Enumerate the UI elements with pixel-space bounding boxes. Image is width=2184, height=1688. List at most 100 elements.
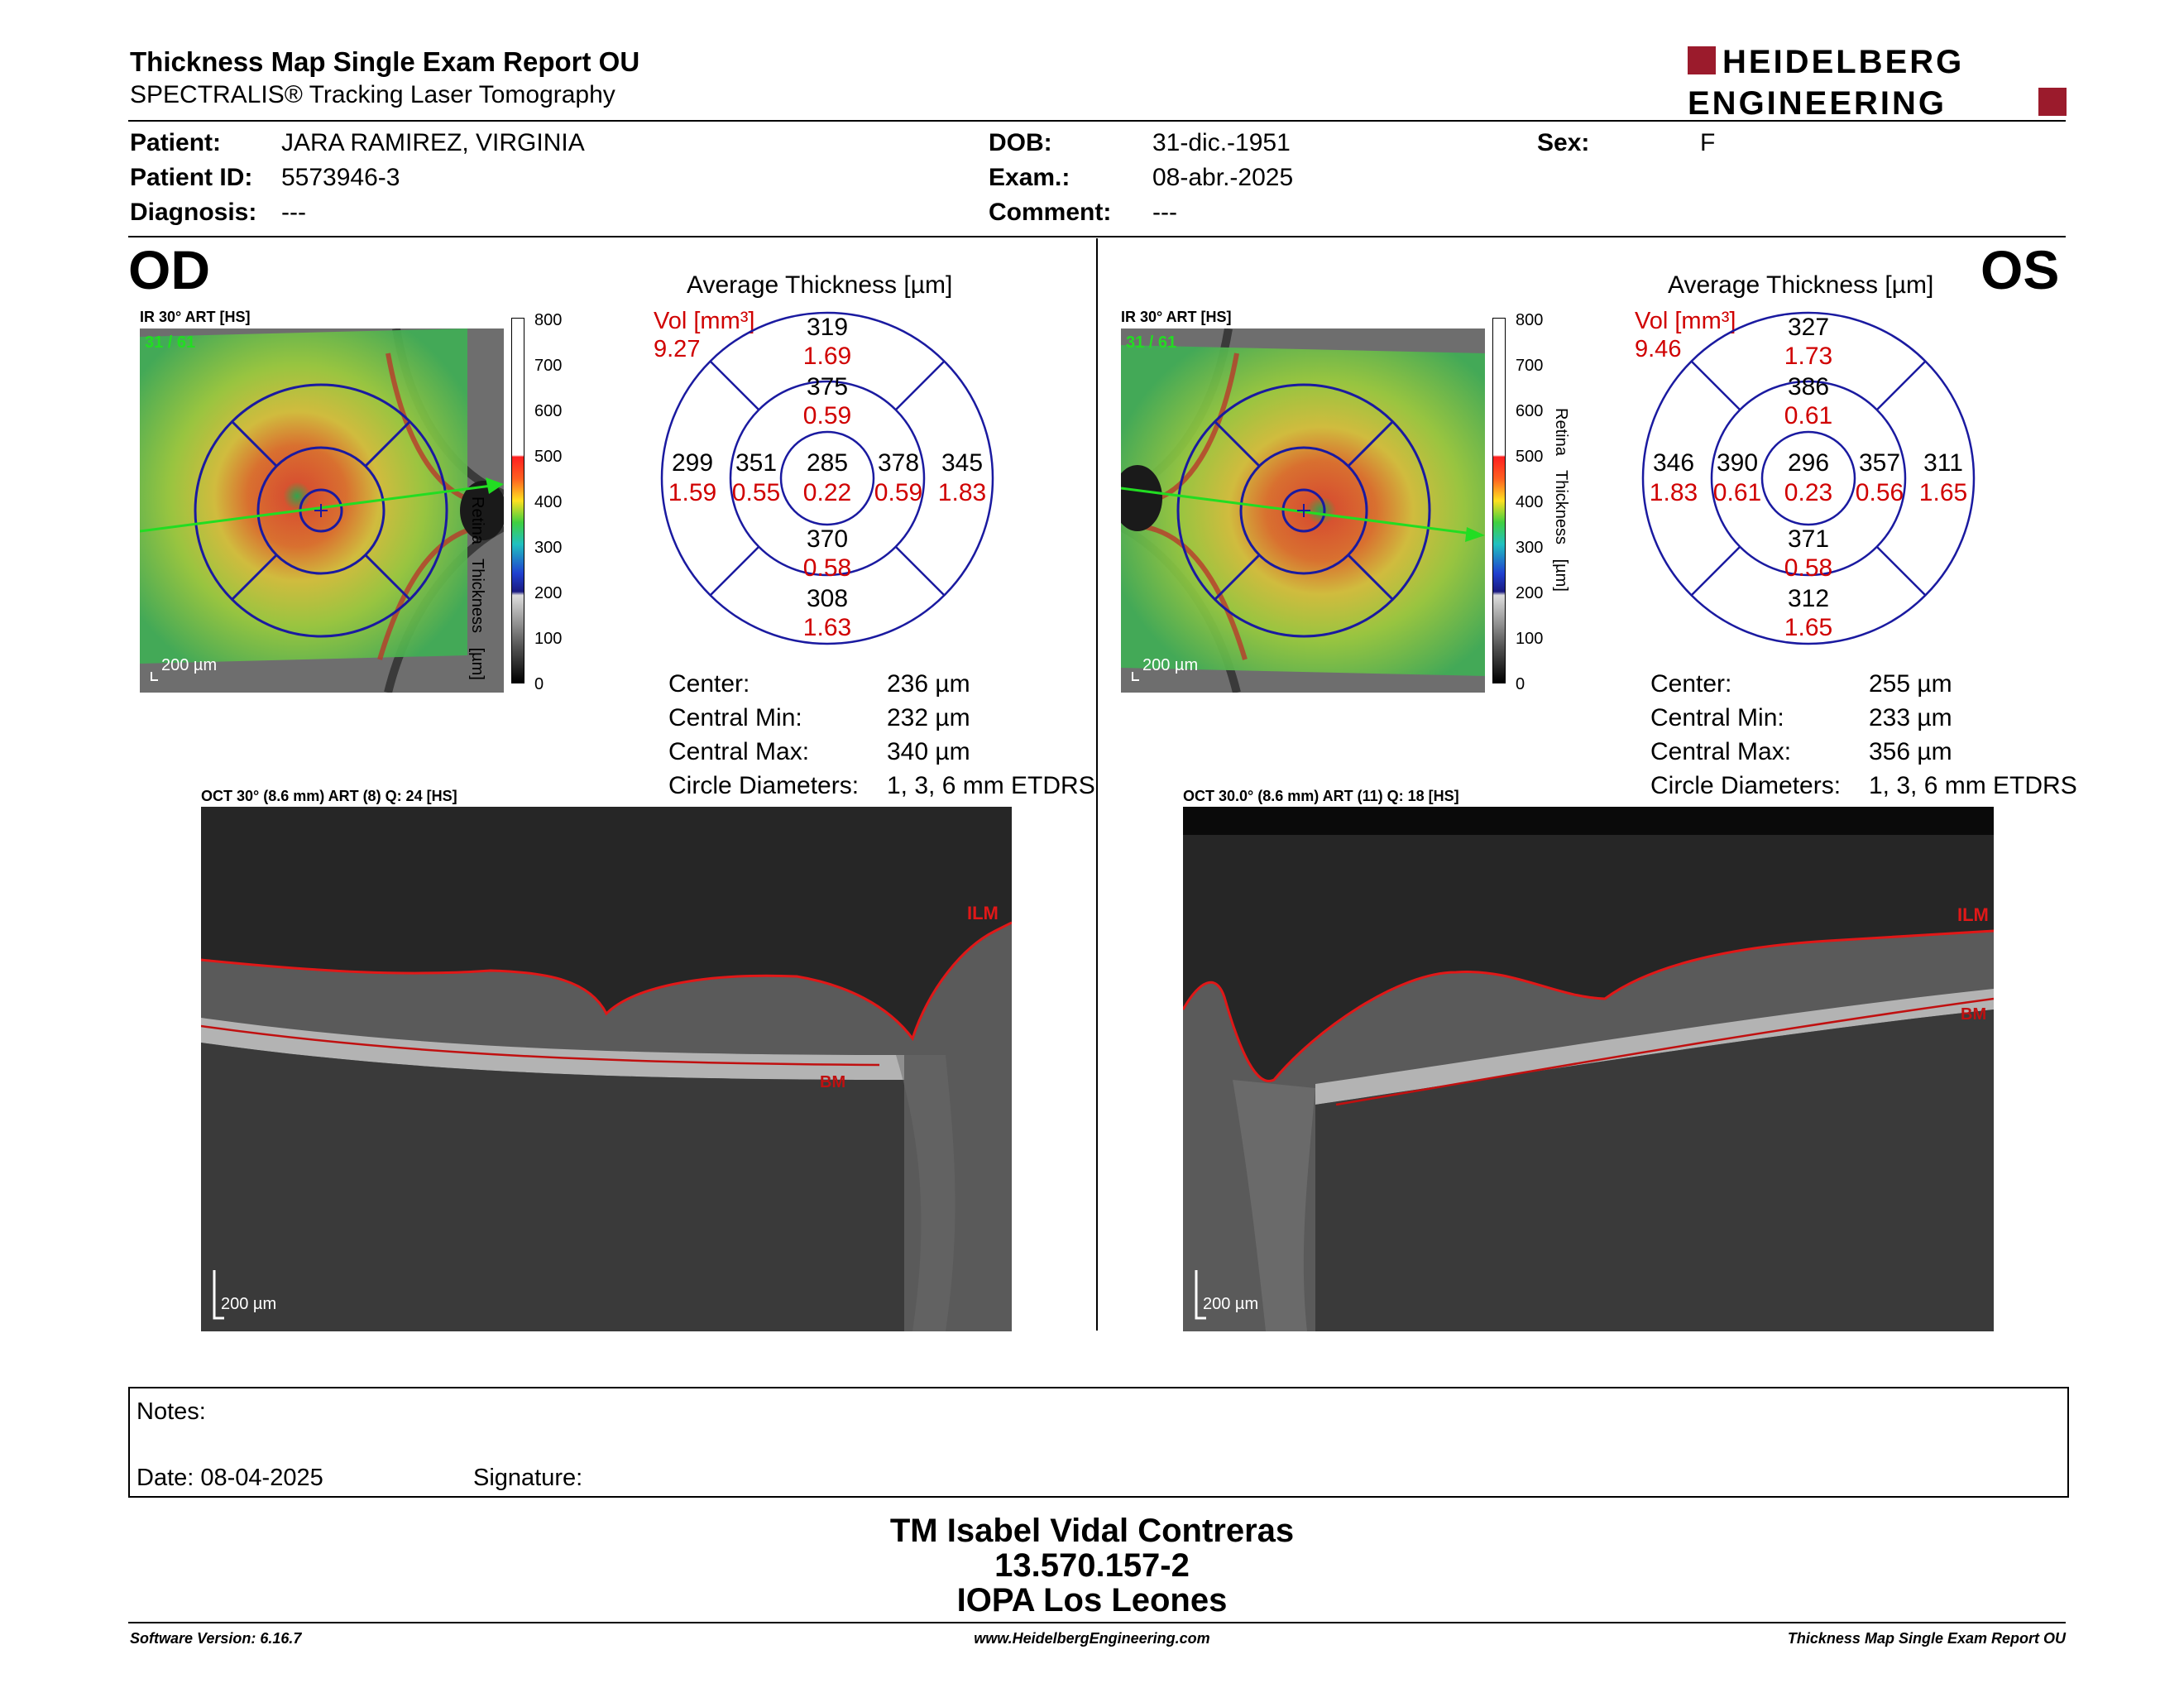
os-inner-sup-t: 386 <box>1787 373 1830 400</box>
os-oct-caption: OCT 30.0° (8.6 mm) ART (11) Q: 18 [HS] <box>1183 788 1459 804</box>
os-colorbar <box>1492 318 1506 683</box>
report-subtitle: SPECTRALIS® Tracking Laser Tomography <box>130 81 615 108</box>
od-center-t: 285 <box>806 449 849 477</box>
svg-text:ENGINEERING: ENGINEERING <box>1688 85 1947 119</box>
od-stat-max-value: 340 µm <box>887 738 970 765</box>
od-outer-right-t: 345 <box>941 449 984 477</box>
os-stat-min-value: 233 µm <box>1869 704 1952 731</box>
os-inner-left-v: 0.61 <box>1712 479 1762 506</box>
patient-id-label: Patient ID: <box>130 164 253 191</box>
os-colorbar-label: Retina Thickness [µm] <box>1552 408 1570 592</box>
od-inner-left-t: 351 <box>735 449 778 477</box>
od-oct-image: ILM BM 200 µm <box>201 807 1012 1331</box>
footer-divider <box>128 1622 2066 1623</box>
os-inner-left-t: 390 <box>1716 449 1759 477</box>
diagnosis-label: Diagnosis: <box>130 199 257 226</box>
od-outer-sup-v: 1.69 <box>802 343 852 370</box>
od-inner-inf-t: 370 <box>806 525 849 553</box>
comment-value: --- <box>1152 199 1177 226</box>
signatory-id: 13.570.157-2 <box>994 1547 1190 1584</box>
od-inner-sup-t: 375 <box>806 373 849 400</box>
header-divider <box>128 120 2066 122</box>
os-oct-bm-label: BM <box>1961 1005 1987 1024</box>
os-grid-values: 327 1.73 386 0.61 296 0.23 390 0.61 357 … <box>1639 309 1978 648</box>
os-stat-min-label: Central Min: <box>1650 704 1784 731</box>
od-outer-right-v: 1.83 <box>937 479 987 506</box>
od-oct-caption: OCT 30° (8.6 mm) ART (8) Q: 24 [HS] <box>201 788 457 804</box>
od-avg-title: Average Thickness [µm] <box>687 271 953 299</box>
sex-value: F <box>1700 129 1716 156</box>
od-oct-scale: 200 µm <box>221 1295 277 1313</box>
signatory-name: TM Isabel Vidal Contreras <box>889 1513 1295 1549</box>
od-outer-left-t: 299 <box>671 449 714 477</box>
os-inner-right-t: 357 <box>1858 449 1901 477</box>
signature-label: Signature: <box>473 1465 583 1491</box>
patient-name: JARA RAMIREZ, VIRGINIA <box>281 129 585 156</box>
report-title: Thickness Map Single Exam Report OU <box>130 46 640 77</box>
od-outer-inf-t: 308 <box>806 585 849 612</box>
patient-id: 5573946-3 <box>281 164 400 191</box>
os-oct-ilm-label: ILM <box>1957 904 1989 925</box>
od-stat-max-label: Central Max: <box>668 738 810 765</box>
od-vol-value: 9.27 <box>654 336 701 362</box>
od-stat-diam-value: 1, 3, 6 mm ETDRS <box>887 772 1095 799</box>
dob-label: DOB: <box>989 129 1052 156</box>
info-divider <box>128 236 2066 237</box>
od-colorbar-label: Retina Thickness [µm] <box>468 496 486 680</box>
od-inner-inf-v: 0.58 <box>802 554 852 582</box>
eye-divider <box>1096 238 1098 1331</box>
os-center-t: 296 <box>1787 449 1830 477</box>
os-stat-max-value: 356 µm <box>1869 738 1952 765</box>
os-center-v: 0.23 <box>1784 479 1833 506</box>
patient-label: Patient: <box>130 129 222 156</box>
os-fundus-image: 31 / 61 200 µm <box>1121 328 1485 693</box>
od-vol-label: Vol [mm³] <box>654 308 755 334</box>
notes-box: Notes: Date: 08-04-2025 Signature: <box>128 1387 2069 1498</box>
eye-label-os: OS <box>1980 239 2060 300</box>
os-vol-value: 9.46 <box>1635 336 1682 362</box>
os-avg-title: Average Thickness [µm] <box>1668 271 1934 299</box>
od-outer-inf-v: 1.63 <box>802 614 852 641</box>
os-outer-left-t: 346 <box>1652 449 1695 477</box>
os-stat-diam-value: 1, 3, 6 mm ETDRS <box>1869 772 2077 799</box>
od-colorbar <box>511 318 524 683</box>
od-outer-left-v: 1.59 <box>668 479 717 506</box>
os-outer-left-v: 1.83 <box>1649 479 1698 506</box>
os-inner-right-v: 0.56 <box>1855 479 1904 506</box>
dob-value: 31-dic.-1951 <box>1152 129 1291 156</box>
os-oct-image: ILM BM 200 µm <box>1183 807 1994 1331</box>
os-outer-inf-v: 1.65 <box>1784 614 1833 641</box>
od-stat-min-label: Central Min: <box>668 704 802 731</box>
od-inner-left-v: 0.55 <box>731 479 781 506</box>
os-stat-diam-label: Circle Diameters: <box>1650 772 1842 799</box>
od-fundus-counter: 31 / 61 <box>145 333 196 352</box>
os-stat-max-label: Central Max: <box>1650 738 1792 765</box>
software-version: Software Version: 6.16.7 <box>130 1630 302 1647</box>
svg-text:HEIDELBERG: HEIDELBERG <box>1722 45 1964 80</box>
os-outer-right-v: 1.65 <box>1918 479 1968 506</box>
exam-value: 08-abr.-2025 <box>1152 164 1294 191</box>
od-stat-center-value: 236 µm <box>887 670 970 698</box>
os-fundus-scale: 200 µm <box>1142 656 1199 674</box>
os-fundus-counter: 31 / 61 <box>1126 333 1177 352</box>
os-etdrs-grid <box>1641 311 1976 645</box>
od-inner-sup-v: 0.59 <box>802 402 852 429</box>
os-fundus-caption: IR 30° ART [HS] <box>1121 309 1232 325</box>
signatory-clinic: IOPA Los Leones <box>956 1582 1228 1618</box>
od-stat-diam-label: Circle Diameters: <box>668 772 860 799</box>
os-inner-inf-v: 0.58 <box>1784 554 1833 582</box>
diagnosis-value: --- <box>281 199 306 226</box>
heidelberg-logo: HEIDELBERG ENGINEERING <box>1688 45 2067 119</box>
od-inner-right-t: 378 <box>877 449 920 477</box>
od-fundus-image: 31 / 61 200 µm <box>140 328 504 693</box>
sex-label: Sex: <box>1537 129 1590 156</box>
od-fundus-scale: 200 µm <box>161 656 218 674</box>
od-outer-sup-t: 319 <box>806 314 849 341</box>
website-link[interactable]: www.HeidelbergEngineering.com <box>974 1630 1210 1647</box>
os-oct-scale: 200 µm <box>1203 1295 1259 1313</box>
notes-label: Notes: <box>136 1398 206 1425</box>
od-grid-values: 319 1.69 375 0.59 285 0.22 351 0.55 378 … <box>658 309 997 648</box>
od-fundus-caption: IR 30° ART [HS] <box>140 309 251 325</box>
os-stat-center-value: 255 µm <box>1869 670 1952 698</box>
od-stat-min-value: 232 µm <box>887 704 970 731</box>
